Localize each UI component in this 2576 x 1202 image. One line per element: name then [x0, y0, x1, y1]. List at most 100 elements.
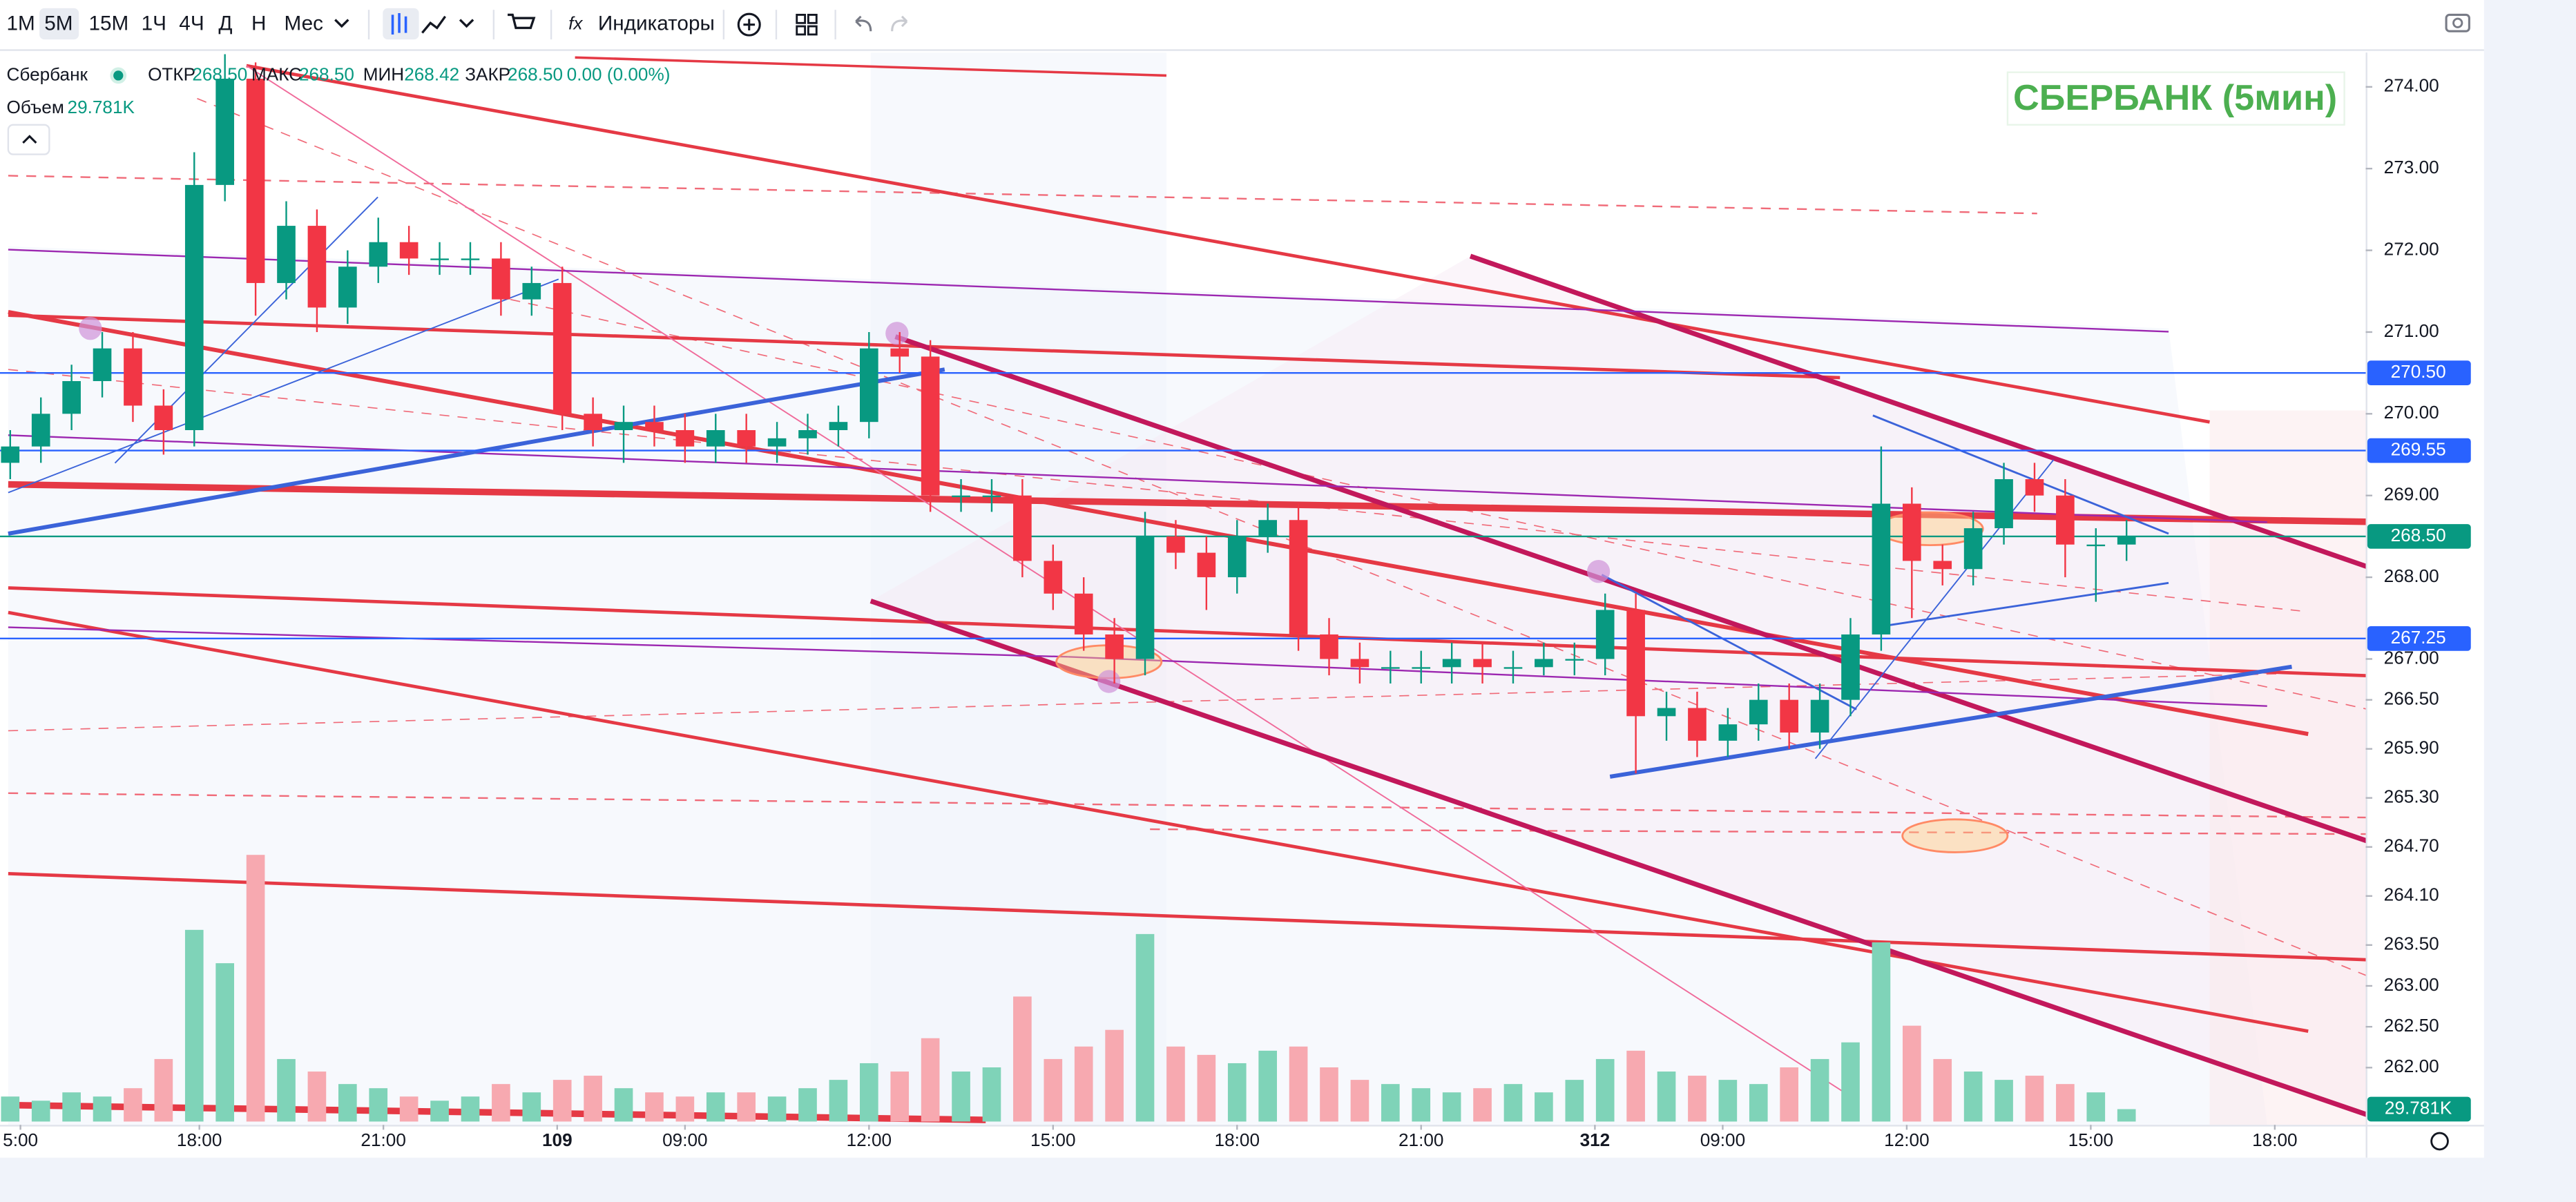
- candle-body: [1503, 667, 1523, 669]
- candles: [1, 54, 2136, 774]
- candle-body: [522, 282, 541, 300]
- volume-bar: [461, 1096, 480, 1122]
- timeframe-button[interactable]: Д: [218, 12, 232, 35]
- chart-title: СБЕРБАНК (5мин): [2013, 78, 2337, 118]
- volume-bar: [399, 1096, 419, 1122]
- volume-bar: [1688, 1076, 1707, 1122]
- x-tick-label: 21:00: [361, 1130, 405, 1150]
- candle-body: [369, 242, 388, 267]
- volume-bar: [430, 1101, 449, 1122]
- volume-bar: [890, 1072, 910, 1122]
- candle-body: [798, 430, 817, 438]
- candle-body: [1473, 659, 1492, 668]
- candle-body: [552, 282, 572, 414]
- legend-value: 268.50: [192, 64, 247, 84]
- candle-body: [675, 430, 695, 447]
- y-tick-label: 262.00: [2384, 1056, 2439, 1076]
- volume-bar: [2117, 1109, 2136, 1122]
- candle-body: [124, 348, 142, 406]
- symbol-name[interactable]: Сбербанк: [7, 64, 88, 84]
- legend-label: ЗАКР: [465, 64, 510, 84]
- volume-bar: [1074, 1046, 1093, 1122]
- legend-change: 0.00 (0.00%): [567, 64, 671, 84]
- candle-body: [1, 446, 20, 463]
- price-tag-label: 268.50: [2391, 525, 2446, 545]
- volume-bar: [184, 929, 204, 1122]
- candle-body: [1320, 634, 1338, 659]
- timeframe-button[interactable]: 4Ч: [179, 12, 204, 35]
- y-tick-label: 269.00: [2384, 484, 2439, 505]
- timeframe-button[interactable]: 1Ч: [142, 12, 166, 35]
- candle-body: [215, 78, 235, 185]
- volume-bar: [982, 1067, 1001, 1122]
- dropdown-icon[interactable]: [334, 19, 349, 28]
- volume-bar: [2025, 1076, 2044, 1122]
- y-tick-label: 265.30: [2384, 786, 2439, 807]
- indicators-button[interactable]: Индикаторы: [598, 12, 715, 35]
- add-icon: [743, 19, 756, 31]
- volume-bar: [645, 1092, 664, 1122]
- volume-bar: [1841, 1042, 1860, 1122]
- dropdown-icon[interactable]: [459, 19, 474, 28]
- volume-bar: [675, 1096, 695, 1122]
- candle-body: [1749, 699, 1768, 725]
- volume-bar: [1044, 1058, 1063, 1122]
- shade-zone: [870, 52, 1166, 1125]
- volume-bar: [154, 1058, 173, 1122]
- settings-button[interactable]: [2430, 1132, 2449, 1151]
- price-tag-label: 269.55: [2391, 439, 2446, 460]
- volume-bar: [2056, 1084, 2075, 1122]
- price-tag: [2367, 360, 2471, 385]
- timeframe-button[interactable]: Мес: [285, 12, 324, 35]
- volume-bar: [1197, 1054, 1216, 1122]
- volume-legend-bg: [1, 92, 137, 124]
- candle-body: [1074, 593, 1093, 634]
- volume-pane: [1, 855, 2136, 1122]
- candle-body: [1166, 536, 1185, 553]
- volume-bar: [1503, 1084, 1523, 1122]
- shade-zone: [2209, 410, 2366, 1125]
- timeframe-button[interactable]: 15М: [88, 12, 128, 35]
- y-tick-label: 272.00: [2384, 238, 2439, 259]
- volume-bar: [215, 963, 235, 1122]
- screenshot-button[interactable]: [2445, 13, 2470, 32]
- collapse-button[interactable]: [7, 124, 50, 155]
- candle-body: [952, 495, 970, 498]
- fx-icon[interactable]: fx: [568, 13, 583, 34]
- add-button[interactable]: [737, 12, 761, 37]
- candle-body: [2086, 544, 2106, 547]
- redo-button[interactable]: [891, 15, 908, 32]
- candle-body: [1841, 634, 1860, 700]
- drawings: [8, 52, 2366, 1125]
- candle-body: [430, 258, 449, 260]
- chart-type-button[interactable]: [383, 8, 419, 40]
- volume-bar: [614, 1088, 633, 1122]
- y-tick-label: 265.90: [2384, 737, 2439, 758]
- trade-icon[interactable]: [508, 13, 536, 30]
- volume-bar: [1412, 1088, 1431, 1122]
- candle-body: [1565, 659, 1584, 661]
- timeframe-button[interactable]: 5М: [44, 12, 73, 35]
- volume-bar: [1105, 1029, 1124, 1122]
- axes: 274.00 273.00 272.00 271.00 270.00 269.00 268.…: [3, 75, 2471, 1150]
- legend-label[interactable]: Объем: [7, 97, 64, 117]
- candle-body: [31, 414, 50, 447]
- volume-bar: [1013, 996, 1032, 1122]
- candle-body: [1105, 634, 1124, 659]
- candle-body: [1810, 699, 1829, 733]
- candle-body: [584, 414, 602, 431]
- indicator-type-icon[interactable]: [421, 15, 447, 34]
- candle-body: [1535, 659, 1553, 668]
- timeframe-button[interactable]: Н: [251, 12, 266, 35]
- layout-button[interactable]: [796, 13, 818, 36]
- undo-button[interactable]: [855, 15, 872, 32]
- candle-body: [1780, 699, 1798, 733]
- volume-bar: [1933, 1058, 1952, 1122]
- candle-body: [1718, 724, 1738, 741]
- candle-body: [1995, 479, 2013, 529]
- volume-bar: [62, 1092, 81, 1122]
- volume-bar: [767, 1096, 787, 1122]
- x-tick-label: 18:00: [1215, 1130, 1260, 1150]
- timeframe-button[interactable]: 1М: [7, 12, 35, 35]
- volume-bar: [860, 1063, 878, 1122]
